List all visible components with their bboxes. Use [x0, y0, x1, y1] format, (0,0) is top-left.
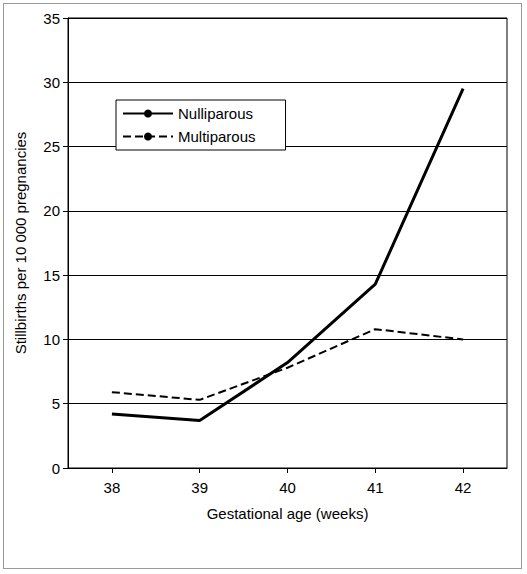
svg-text:Gestational age (weeks): Gestational age (weeks) [207, 505, 369, 522]
svg-text:40: 40 [279, 479, 296, 496]
svg-text:10: 10 [43, 331, 60, 348]
svg-text:30: 30 [43, 74, 60, 91]
svg-text:25: 25 [43, 138, 60, 155]
svg-text:0: 0 [52, 460, 60, 477]
svg-text:5: 5 [52, 395, 60, 412]
svg-text:Nulliparous: Nulliparous [178, 105, 253, 122]
svg-text:38: 38 [104, 479, 121, 496]
svg-text:15: 15 [43, 267, 60, 284]
svg-text:42: 42 [455, 479, 472, 496]
svg-text:Multiparous: Multiparous [178, 128, 256, 145]
svg-text:35: 35 [43, 10, 60, 27]
svg-text:Stillbirths per 10 000 pregnan: Stillbirths per 10 000 pregnancies [12, 132, 29, 355]
svg-text:20: 20 [43, 202, 60, 219]
svg-text:41: 41 [367, 479, 384, 496]
svg-text:39: 39 [191, 479, 208, 496]
